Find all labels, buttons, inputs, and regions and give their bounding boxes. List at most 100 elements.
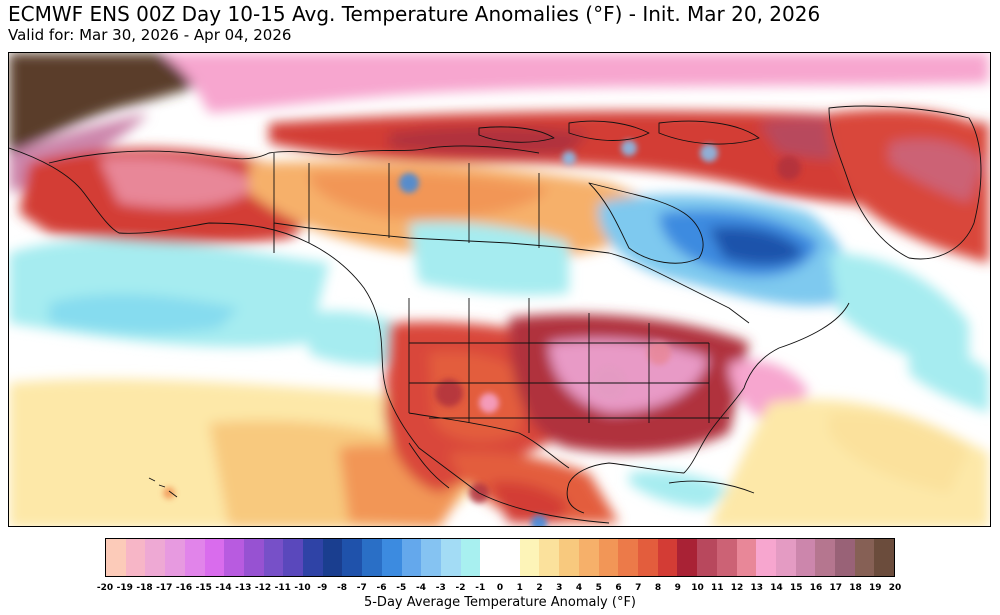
colorbar-tick-label: 8 [654, 583, 662, 593]
colorbar-tick-label: 2 [536, 583, 543, 593]
anomaly-map [8, 52, 991, 527]
colorbar-tick-label: -1 [475, 583, 486, 593]
colorbar-cell [736, 539, 757, 576]
colorbar-tick-label: -18 [136, 583, 153, 593]
colorbar-tick-label: -17 [156, 583, 173, 593]
colorbar-cell [283, 539, 304, 576]
colorbar-tick-label: 1 [516, 583, 523, 593]
colorbar-tick-label: -4 [416, 583, 426, 593]
colorbar-tick-label: 5 [595, 583, 602, 593]
eastern-coastline [683, 302, 850, 474]
colorbar-tick-label: 17 [829, 583, 843, 593]
colorbar-cell [165, 539, 185, 576]
colorbar-tick-label: -11 [274, 583, 291, 593]
colorbar-cell [381, 539, 402, 576]
colorbar-cell [322, 539, 343, 576]
colorbar-tick-label: 3 [556, 583, 563, 593]
colorbar-tick-label: -6 [376, 583, 387, 593]
hudson-bay [588, 182, 704, 264]
colorbar-ticks: -20 -19 -18 -17 -16 -15 -14 -13 -12 -11 -10 -9 -8 -7-… [97, 583, 901, 595]
western-coastline [9, 147, 610, 524]
cuba [668, 480, 755, 494]
gulf-coastline [566, 462, 685, 514]
colorbar-tick-label: -16 [175, 583, 193, 593]
us-mexico-border [408, 412, 570, 469]
colorbar-cell [263, 539, 284, 576]
colorbar-cell [657, 539, 678, 576]
colorbar-cell [342, 539, 363, 576]
colorbar-cell [440, 539, 461, 576]
colorbar-tick-label: 14 [770, 583, 783, 593]
colorbar-cell [106, 539, 126, 576]
colorbar-cell [401, 539, 422, 576]
colorbar-cell [184, 539, 205, 576]
colorbar-tick-label: -7 [356, 583, 367, 593]
colorbar-cell [716, 539, 737, 576]
colorbar-cell [362, 539, 382, 576]
colorbar-tick-label: -5 [396, 583, 407, 593]
colorbar-cell [519, 539, 540, 576]
colorbar-tick-label: 20 [888, 583, 902, 593]
colorbar-cell [224, 539, 244, 576]
colorbar-cell [835, 539, 855, 576]
colorbar-tick-label: -12 [254, 583, 272, 593]
colorbar-cell [598, 539, 619, 576]
colorbar-cell [145, 539, 166, 576]
colorbar-cell [775, 539, 796, 576]
colorbar-tick-label: -14 [215, 583, 232, 593]
hawaii [148, 477, 178, 498]
arctic-islands [478, 120, 760, 145]
canada-province-lines [308, 163, 540, 248]
colorbar-cell [303, 539, 323, 576]
colorbar-tick-label: 0 [496, 583, 504, 593]
colorbar-cell [243, 539, 264, 576]
coastlines-and-borders [9, 105, 982, 524]
colorbar-tick-label: 6 [615, 583, 622, 593]
colorbar-cell [480, 539, 501, 576]
colorbar-cell [677, 539, 698, 576]
greenland-coastline [828, 105, 982, 260]
valid-period: Valid for: Mar 30, 2026 - Apr 04, 2026 [8, 26, 292, 44]
colorbar-tick-label: 12 [730, 583, 744, 593]
colorbar-cell [618, 539, 638, 576]
us-state-lines [408, 298, 729, 433]
colorbar-tick-label: 18 [849, 583, 862, 593]
colorbar-tick-label: -10 [294, 583, 311, 593]
colorbar-cell [421, 539, 441, 576]
colorbar-cell [637, 539, 658, 576]
colorbar-tick-label: 13 [750, 583, 764, 593]
colorbar-tick-label: -8 [337, 583, 347, 593]
anomaly-colorbar [105, 538, 895, 577]
colorbar-cell [697, 539, 717, 576]
colorbar-cell [795, 539, 816, 576]
colorbar-tick-label: 11 [710, 583, 724, 593]
colorbar-tick-label: 10 [691, 583, 704, 593]
colorbar-cell [756, 539, 776, 576]
colorbar-tick-label: -19 [116, 583, 133, 593]
colorbar-cell [204, 539, 225, 576]
colorbar-cell [578, 539, 599, 576]
colorbar-tick-label: 9 [674, 583, 681, 593]
arctic-coastline [48, 145, 540, 164]
colorbar-tick-label: 16 [809, 583, 823, 593]
colorbar-cell [559, 539, 579, 576]
baja-california [408, 442, 450, 489]
anomaly-field [9, 53, 989, 526]
colorbar-tick-label: 15 [789, 583, 803, 593]
anomaly-detail [163, 140, 801, 526]
colorbar-cell [125, 539, 146, 576]
colorbar-tick-label: -9 [317, 583, 328, 593]
colorbar-tick-label: 7 [635, 583, 642, 593]
colorbar-cell [815, 539, 836, 576]
colorbar-tick-label: -2 [455, 583, 466, 593]
colorbar-tick-label: -20 [96, 583, 114, 593]
colorbar-cell [460, 539, 481, 576]
colorbar-cell [874, 539, 895, 576]
colorbar-cell [500, 539, 520, 576]
colorbar-tick-label: -13 [235, 583, 252, 593]
colorbar-cell [854, 539, 875, 576]
colorbar-cell [539, 539, 560, 576]
map-title: ECMWF ENS 00Z Day 10-15 Avg. Temperature… [8, 2, 821, 26]
colorbar-tick-label: -3 [435, 583, 446, 593]
colorbar-label: 5-Day Average Temperature Anomaly (°F) [363, 595, 637, 610]
